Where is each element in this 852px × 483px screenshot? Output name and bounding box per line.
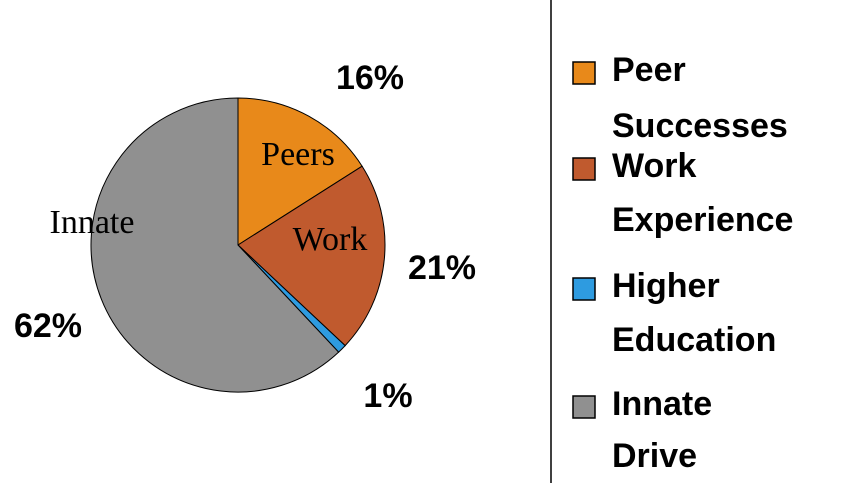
value-label: 62% bbox=[14, 307, 82, 345]
legend-swatch bbox=[572, 395, 596, 419]
legend-label: Peer Successes bbox=[612, 51, 788, 145]
slice-label: Work bbox=[293, 221, 368, 258]
legend-label: Higher Education bbox=[612, 267, 776, 359]
legend-swatch bbox=[572, 277, 596, 301]
slice-label: Innate bbox=[50, 204, 135, 241]
value-label: 1% bbox=[363, 377, 412, 415]
value-label: 16% bbox=[336, 59, 404, 97]
pie-slice bbox=[90, 97, 340, 393]
legend-swatch bbox=[572, 157, 596, 181]
value-label: 21% bbox=[408, 249, 476, 287]
pie-slice bbox=[237, 165, 386, 347]
legend-label: Innate Drive bbox=[612, 385, 722, 475]
pie-slice bbox=[237, 97, 363, 246]
legend-swatch bbox=[572, 61, 596, 85]
slice-label: Peers bbox=[261, 136, 335, 173]
legend-label: Work Experience bbox=[612, 147, 793, 239]
